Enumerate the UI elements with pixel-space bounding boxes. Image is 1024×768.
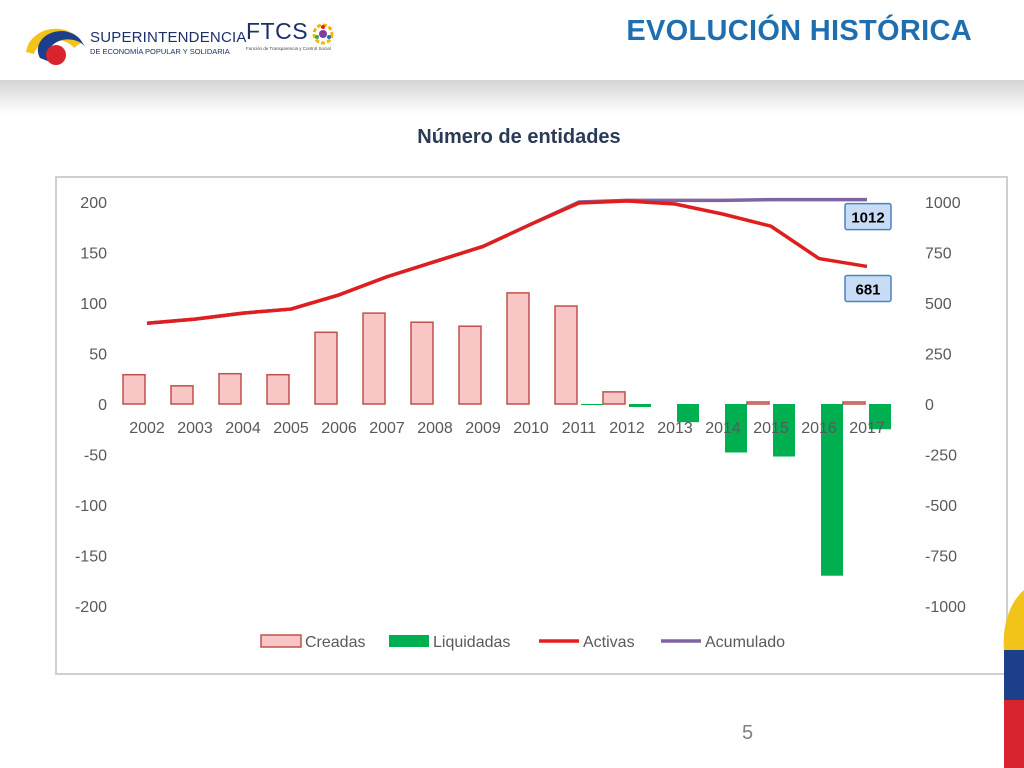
legend-label-creadas: Creadas: [305, 634, 365, 651]
x-tick-label: 2012: [609, 420, 645, 437]
creadas-bar: [602, 391, 626, 405]
y-right-tick-label: 250: [925, 347, 952, 364]
liquidadas-bar: [725, 404, 747, 453]
x-tick-label: 2010: [513, 420, 549, 437]
legend-label-activas: Activas: [583, 634, 635, 651]
chart-title: Número de entidades: [417, 126, 621, 148]
superintendencia-logo-line2: DE ECONOMÍA POPULAR Y SOLIDARIA: [90, 47, 230, 56]
y-left-tick-label: 150: [80, 246, 107, 263]
x-tick-label: 2014: [705, 420, 741, 437]
y-left-tick-label: -100: [75, 498, 107, 515]
creadas-bar: [410, 321, 434, 405]
ftcs-logo[interactable]: FTCS Función de Transparencia y Control …: [246, 18, 346, 58]
data-label-acumulado: 1012: [851, 210, 884, 227]
x-tick-label: 2005: [273, 420, 309, 437]
x-tick-label: 2017: [849, 420, 885, 437]
creadas-bar: [746, 401, 770, 405]
creadas-bar: [506, 292, 530, 405]
x-tick-label: 2008: [417, 420, 453, 437]
y-right-tick-label: 750: [925, 246, 952, 263]
page-title: EVOLUCIÓN HISTÓRICA: [626, 15, 972, 47]
x-tick-label: 2006: [321, 420, 357, 437]
x-tick-label: 2003: [177, 420, 213, 437]
superintendencia-logo[interactable]: SUPERINTENDENCIA DE ECONOMÍA POPULAR Y S…: [24, 18, 246, 66]
creadas-bar: [266, 373, 290, 405]
y-right-tick-label: -1000: [925, 599, 966, 616]
x-tick-label: 2015: [753, 420, 789, 437]
y-left-tick-label: 50: [89, 347, 107, 364]
y-left-tick-label: 100: [80, 296, 107, 313]
chart-container: 200 150 100 50 0 -50 -100 -150 -200 1000 750 500 250…: [55, 176, 1008, 675]
x-tick-label: 2009: [465, 420, 501, 437]
header: SUPERINTENDENCIA DE ECONOMÍA POPULAR Y S…: [0, 0, 1024, 82]
superintendencia-logo-line1: SUPERINTENDENCIA: [90, 29, 247, 46]
x-tick-label: 2004: [225, 420, 261, 437]
activas-line: [146, 199, 868, 325]
y-right-tick-label: -250: [925, 448, 957, 465]
creadas-bar: [218, 372, 242, 405]
legend-swatch-liquidadas: [389, 635, 429, 647]
data-label-activas: 681: [855, 281, 880, 298]
legend-label-acumulado: Acumulado: [705, 634, 785, 651]
x-tick-label: 2011: [562, 420, 597, 437]
y-left-tick-label: 200: [80, 195, 107, 212]
creadas-bar: [362, 312, 386, 405]
creadas-bar: [170, 385, 194, 405]
chart-svg: 200150100500-50-100-150-2001000750500250…: [75, 195, 966, 651]
creadas-bar: [842, 401, 866, 405]
creadas-bar: [554, 305, 578, 405]
ftcs-gear-icon: [312, 23, 334, 45]
legend-swatch-creadas: [260, 634, 302, 648]
legend-label-liquidadas: Liquidadas: [433, 634, 510, 651]
x-tick-label: 2016: [801, 420, 837, 437]
creadas-bar: [314, 331, 338, 405]
y-right-tick-label: 0: [925, 397, 934, 414]
y-right-tick-label: 1000: [925, 195, 961, 212]
page-number: 5: [742, 722, 754, 744]
y-right-tick-label: -750: [925, 549, 957, 566]
y-left-tick-label: -50: [84, 448, 107, 465]
ftcs-logo-subtitle: Función de Transparencia y Control Socia…: [246, 46, 331, 51]
data-label-box: [844, 274, 892, 303]
y-right-tick-label: -500: [925, 498, 957, 515]
superintendencia-emblem-icon: [26, 28, 86, 65]
y-left-tick-label: -150: [75, 549, 107, 566]
x-tick-label: 2007: [369, 420, 405, 437]
liquidadas-bar: [677, 404, 699, 423]
liquidadas-bar: [581, 404, 603, 406]
data-label-box: [844, 202, 892, 231]
liquidadas-bar: [821, 404, 843, 576]
header-shadow: [0, 80, 1024, 114]
creadas-bar: [122, 373, 146, 405]
liquidadas-bar: [869, 404, 891, 430]
liquidadas-bar: [629, 404, 651, 408]
x-tick-label: 2002: [129, 420, 165, 437]
creadas-bar: [458, 325, 482, 405]
ftcs-logo-text: FTCS: [246, 18, 309, 44]
x-tick-label: 2013: [657, 420, 693, 437]
ecuador-flag-decoration-icon: [1003, 590, 1024, 768]
liquidadas-bar: [773, 404, 795, 457]
y-right-tick-label: 500: [925, 296, 952, 313]
y-left-tick-label: -200: [75, 599, 107, 616]
y-left-tick-label: 0: [98, 397, 107, 414]
